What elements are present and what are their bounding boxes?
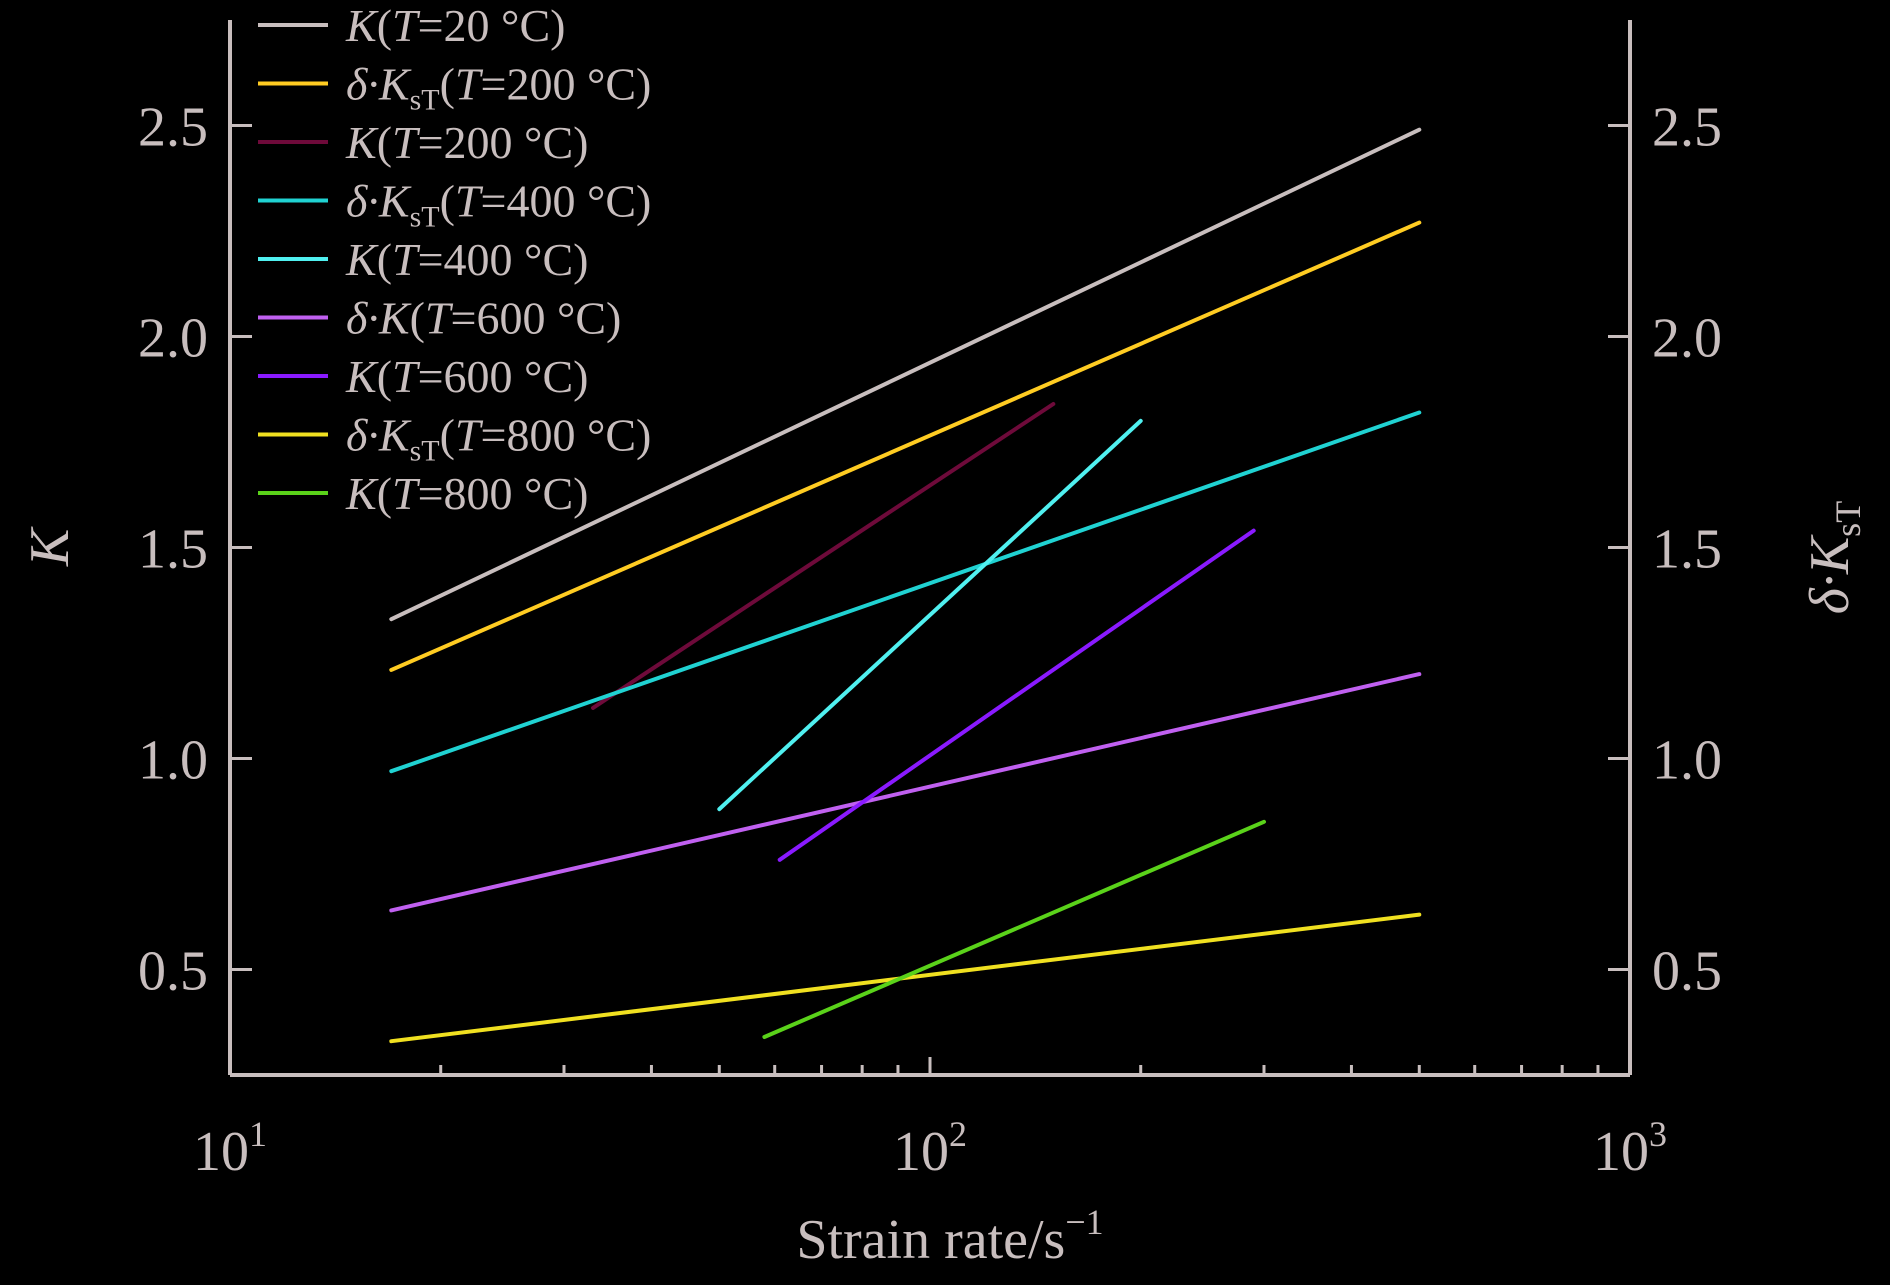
legend-rest: =800 °C)	[481, 410, 652, 461]
legend-main: K	[345, 468, 379, 519]
legend-label-3: K(T=200 °C)	[345, 117, 588, 168]
y-left-tick-label: 2.5	[138, 97, 208, 159]
legend-var: T	[392, 117, 421, 168]
x-tick-base: 10	[1593, 1121, 1649, 1183]
legend-var: T	[392, 468, 421, 519]
legend-main: K	[345, 234, 379, 285]
legend-main: K	[345, 0, 379, 51]
series-line-9	[762, 819, 1266, 1039]
y-right-tick-label: 1.0	[1652, 730, 1722, 792]
x-tick-label: 101	[193, 1114, 267, 1183]
legend-main: K	[378, 293, 412, 344]
legend-paren: (	[377, 117, 392, 168]
y-right-tick-label: 2.0	[1652, 308, 1722, 370]
series-layer	[389, 127, 1422, 1044]
legend-rest: =600 °C)	[451, 293, 622, 344]
series-line-5	[717, 418, 1143, 812]
legend-main: K	[378, 59, 412, 110]
legend-paren: (	[377, 0, 392, 51]
legend-main: K	[378, 410, 412, 461]
legend-sub: sT	[410, 435, 440, 468]
legend-paren: (	[410, 293, 425, 344]
x-tick-label: 102	[893, 1114, 967, 1183]
legend-var: T	[455, 176, 484, 227]
y-axis-title: K	[19, 526, 81, 567]
y2-axis-title-main: K	[1799, 534, 1861, 575]
y-axis-title-text: K	[19, 526, 81, 567]
y-right-tick-label: 0.5	[1652, 941, 1722, 1003]
y2-axis-title-prefix: δ·	[1799, 574, 1861, 614]
legend-prefix: δ·	[346, 293, 379, 344]
y-left-tick-label: 2.0	[138, 308, 208, 370]
legend-label-4: δ·KsT(T=400 °C)	[346, 176, 651, 234]
x-tick-exponent: 1	[249, 1114, 267, 1154]
legend-prefix: δ·	[346, 59, 379, 110]
y-left-tick-label: 1.5	[138, 519, 208, 581]
x-axis-title-sup: −1	[1065, 1202, 1103, 1242]
legend-label-7: K(T=600 °C)	[345, 351, 588, 402]
y-left-tick-label: 0.5	[138, 941, 208, 1003]
legend-rest: =200 °C)	[481, 59, 652, 110]
legend-label-2: δ·KsT(T=200 °C)	[346, 59, 651, 117]
x-tick-base: 10	[193, 1121, 249, 1183]
y2-axis-title-sub: sT	[1828, 501, 1868, 537]
series-line-7	[777, 528, 1256, 862]
legend-label-8: δ·KsT(T=800 °C)	[346, 410, 651, 468]
legend-paren: (	[377, 234, 392, 285]
legend-var: T	[392, 0, 421, 51]
legend-label-9: K(T=800 °C)	[345, 468, 588, 519]
series-line-4	[389, 410, 1422, 774]
legend-prefix: δ·	[346, 410, 379, 461]
x-tick-label: 103	[1593, 1114, 1667, 1183]
legend-var: T	[392, 234, 421, 285]
series-line-6	[389, 672, 1422, 913]
legend-rest: =20 °C)	[418, 0, 566, 51]
y-right-tick-label: 1.5	[1652, 519, 1722, 581]
y-left-tick-label: 1.0	[138, 730, 208, 792]
legend-main: K	[345, 351, 379, 402]
legend-rest: =200 °C)	[418, 117, 589, 168]
legend-var: T	[455, 59, 484, 110]
y-right-tick-label: 2.5	[1652, 97, 1722, 159]
legend-var: T	[425, 293, 454, 344]
legend-label-6: δ·K(T=600 °C)	[346, 293, 621, 344]
legend-label-1: K(T=20 °C)	[345, 0, 565, 51]
series-line-2	[389, 220, 1422, 672]
legend-rest: =400 °C)	[481, 176, 652, 227]
series-line-3	[591, 402, 1056, 710]
legend-var: T	[392, 351, 421, 402]
legend-main: K	[378, 176, 412, 227]
legend-paren: (	[377, 468, 392, 519]
x-tick-exponent: 3	[1649, 1114, 1667, 1154]
legend-label-5: K(T=400 °C)	[345, 234, 588, 285]
legend-rest: =600 °C)	[418, 351, 589, 402]
x-axis-title: Strain rate/s−1	[796, 1202, 1103, 1271]
legend-main: K	[345, 117, 379, 168]
legend-prefix: δ·	[346, 176, 379, 227]
legend-var: T	[455, 410, 484, 461]
y2-axis-title: δ·KsT	[1799, 501, 1868, 614]
legend-sub: sT	[410, 84, 440, 117]
legend-paren: (	[440, 410, 455, 461]
series-line-1	[389, 127, 1422, 622]
legend: K(T=20 °C)δ·KsT(T=200 °C)K(T=200 °C)δ·Ks…	[258, 0, 651, 519]
x-tick-exponent: 2	[949, 1114, 967, 1154]
x-axis-title-text: Strain rate/s	[796, 1209, 1065, 1271]
legend-paren: (	[377, 351, 392, 402]
legend-rest: =400 °C)	[418, 234, 589, 285]
legend-rest: =800 °C)	[418, 468, 589, 519]
legend-sub: sT	[410, 201, 440, 234]
legend-paren: (	[440, 59, 455, 110]
legend-paren: (	[440, 176, 455, 227]
x-tick-base: 10	[893, 1121, 949, 1183]
